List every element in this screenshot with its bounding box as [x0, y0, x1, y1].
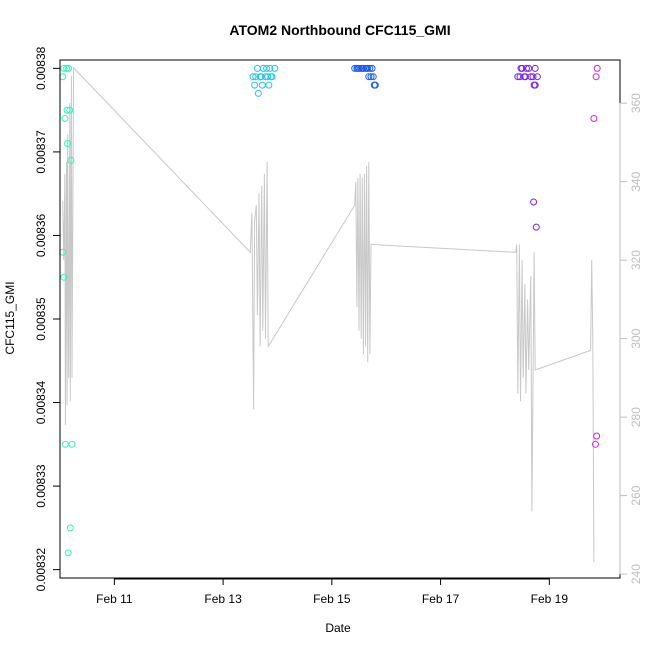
x-axis: Feb 11 Feb 13 Feb 15 Feb 17 Feb 19	[96, 578, 568, 606]
data-point	[63, 64, 70, 72]
data-point	[366, 64, 374, 72]
data-point	[363, 64, 371, 72]
data-point	[593, 64, 601, 72]
y-tick-label: 0.00835	[34, 297, 48, 341]
data-point	[532, 223, 540, 231]
y-tick-label: 0.00837	[34, 130, 48, 174]
altitude-trace-layer	[62, 66, 595, 563]
y2-tick-label: 280	[629, 407, 643, 427]
data-point	[530, 198, 538, 206]
data-point	[265, 81, 273, 89]
data-point	[517, 64, 525, 72]
data-point	[66, 106, 74, 114]
altitude-trace-line	[62, 66, 595, 563]
data-point	[65, 64, 73, 72]
data-point	[61, 115, 69, 122]
data-point	[68, 440, 76, 448]
data-point	[527, 73, 535, 81]
data-point	[64, 140, 72, 147]
data-point	[253, 64, 261, 72]
data-point	[66, 524, 74, 532]
y-tick-label: 0.00836	[34, 213, 48, 257]
y-tick-label: 0.00833	[34, 464, 48, 508]
data-point	[259, 64, 267, 72]
data-point	[254, 89, 262, 97]
data-point	[529, 73, 537, 81]
y2-tick-label: 340	[629, 171, 643, 191]
data-point	[354, 64, 362, 72]
data-point	[60, 273, 68, 281]
y2-tick-label: 260	[629, 485, 643, 505]
y2-tick-label: 240	[629, 564, 643, 584]
data-point	[521, 73, 529, 81]
plot-frame	[59, 59, 621, 579]
data-point	[590, 115, 598, 122]
data-point	[592, 440, 599, 448]
data-point	[251, 81, 259, 89]
x-tick-label: Feb 15	[313, 592, 351, 606]
y2-axis: 240 260 280 300 320 340 360	[619, 93, 643, 584]
data-point	[531, 64, 539, 72]
data-point	[358, 64, 366, 72]
data-point	[371, 81, 379, 89]
data-point	[249, 73, 257, 81]
x-tick-label: Feb 19	[531, 592, 569, 606]
y-tick-label: 0.00838	[34, 46, 48, 90]
data-point	[60, 64, 68, 72]
data-point	[516, 73, 524, 81]
data-point	[61, 440, 69, 448]
chart-title: ATOM2 Northbound CFC115_GMI	[229, 22, 450, 38]
data-point	[592, 73, 600, 81]
data-point	[258, 81, 266, 89]
y2-tick-label: 320	[629, 250, 643, 270]
data-point	[266, 64, 274, 72]
y2-tick-label: 360	[629, 93, 643, 113]
data-point	[59, 73, 67, 81]
data-point	[531, 81, 539, 89]
data-point	[267, 73, 275, 81]
y-axis: 0.00832 0.00833 0.00834 0.00835 0.00836 0.008…	[34, 46, 61, 592]
y2-tick-label: 300	[629, 328, 643, 348]
data-point	[63, 106, 71, 114]
data-point	[256, 73, 264, 81]
x-tick-label: Feb 11	[96, 592, 133, 606]
data-point	[367, 73, 375, 81]
y-axis-label: CFC115_GMI	[3, 281, 17, 354]
data-point	[67, 156, 75, 164]
y-tick-label: 0.00832	[34, 548, 48, 592]
y-tick-label: 0.00834	[34, 381, 48, 425]
data-point	[64, 549, 72, 557]
data-point	[263, 64, 271, 72]
x-tick-label: Feb 17	[422, 592, 460, 606]
data-point	[271, 64, 279, 72]
x-axis-label: Date	[325, 621, 351, 635]
data-point	[533, 73, 541, 81]
data-point	[365, 73, 373, 81]
x-tick-label: Feb 13	[204, 592, 242, 606]
data-point	[369, 73, 377, 81]
points-layer	[59, 64, 601, 557]
data-point	[264, 73, 272, 81]
data-point	[593, 432, 601, 440]
